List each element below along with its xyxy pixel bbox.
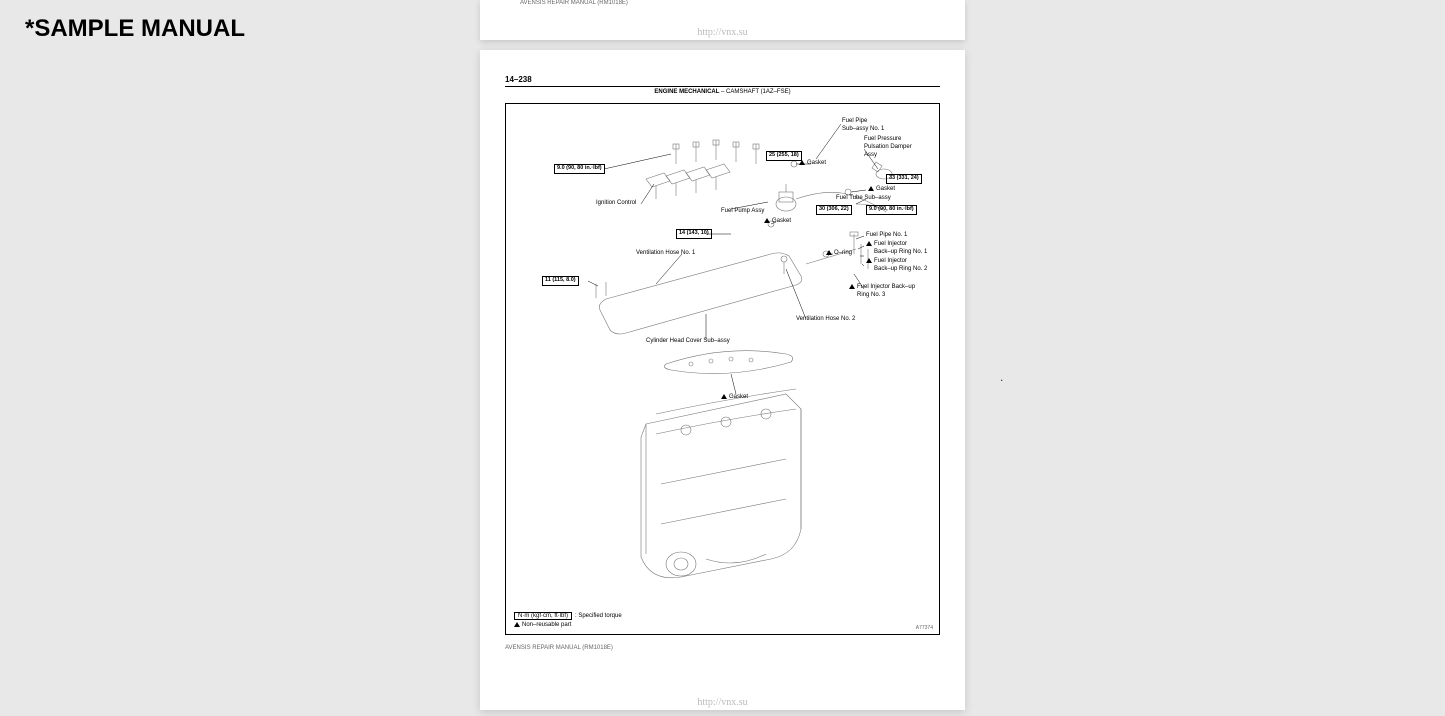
triangle-icon xyxy=(799,160,805,165)
legend-torque-box: N·m (kgf·cm, ft·lbf) xyxy=(514,612,572,620)
triangle-icon xyxy=(764,218,770,223)
prev-footer-text: AVENSIS REPAIR MANUAL (RM1018E) xyxy=(520,0,628,6)
torque-box-5: 9.0 (90, 80 in.·lbf) xyxy=(866,205,917,215)
page-number: 14–238 xyxy=(505,75,940,84)
label-backup-ring-3b: Ring No. 3 xyxy=(857,292,885,298)
torque-box-6: 14 (143, 10) xyxy=(676,229,712,239)
manual-page: 14–238 ENGINE MECHANICAL – CAMSHAFT (1AZ… xyxy=(480,50,965,710)
legend-torque-label: : Specified torque xyxy=(575,613,622,619)
torque-box-1: 9.0 (90, 80 in.·lbf) xyxy=(554,164,605,174)
label-fuel-pipe-2: Sub–assy No. 1 xyxy=(842,126,884,132)
torque-box-2: 25 (255, 18) xyxy=(766,151,802,161)
label-fuel-tube: Fuel Tube Sub–assy xyxy=(836,195,891,201)
legend: N·m (kgf·cm, ft·lbf): Specified torque N… xyxy=(514,612,622,628)
torque-box-4: 30 (306, 22) xyxy=(816,205,852,215)
label-vent-hose-1: Ventilation Hose No. 1 xyxy=(636,250,695,256)
triangle-icon xyxy=(866,258,872,263)
label-fuel-pressure: Fuel Pressure xyxy=(864,136,901,142)
label-ignition-control: Ignition Control xyxy=(596,200,636,206)
page-footer: AVENSIS REPAIR MANUAL (RM1018E) xyxy=(505,645,940,651)
label-backup-ring-3a: Fuel Injector Back–up xyxy=(849,284,915,290)
previous-page-slice: AVENSIS REPAIR MANUAL (RM1018E) http://v… xyxy=(480,0,965,40)
label-pulsation-damper: Pulsation Damper xyxy=(864,144,912,150)
header-rule xyxy=(505,86,940,87)
triangle-icon xyxy=(866,241,872,246)
diagram-svg xyxy=(506,104,940,634)
triangle-icon xyxy=(514,622,520,627)
section-main: ENGINE MECHANICAL xyxy=(654,89,719,95)
label-fuel-pipe: Fuel Pipe xyxy=(842,118,867,124)
label-gasket-1: Gasket xyxy=(799,160,826,166)
label-assy: Assy xyxy=(864,152,877,158)
section-title: ENGINE MECHANICAL – CAMSHAFT (1AZ–FSE) xyxy=(505,89,940,95)
label-oring: O–ring xyxy=(826,250,852,256)
torque-box-7: 11 (115, 8.0) xyxy=(542,276,579,286)
label-fuel-pump: Fuel Pump Assy xyxy=(721,208,764,214)
triangle-icon xyxy=(721,394,727,399)
watermark-text: http://vnx.su xyxy=(697,27,747,38)
torque-box-3: 33 (331, 24) xyxy=(886,174,922,184)
stray-dot: . xyxy=(1000,370,1003,384)
legend-torque-row: N·m (kgf·cm, ft·lbf): Specified torque xyxy=(514,612,622,620)
label-backup-ring-2: Back–up Ring No. 2 xyxy=(874,266,927,272)
label-gasket-3: Gasket xyxy=(764,218,791,224)
section-sub: – CAMSHAFT (1AZ–FSE) xyxy=(721,89,791,95)
label-gasket-2: Gasket xyxy=(868,186,895,192)
page-watermark: http://vnx.su xyxy=(697,697,747,708)
label-cyl-head-cover: Cylinder Head Cover Sub–assy xyxy=(646,338,730,344)
triangle-icon xyxy=(868,186,874,191)
label-backup-ring-1: Back–up Ring No. 1 xyxy=(874,249,927,255)
label-fuel-injector-a: Fuel Injector xyxy=(866,241,907,247)
label-fuel-pipe-no1: Fuel Pipe No. 1 xyxy=(866,232,907,238)
label-vent-hose-2: Ventilation Hose No. 2 xyxy=(796,316,855,322)
diagram-frame: 9.0 (90, 80 in.·lbf) 25 (255, 18) 33 (33… xyxy=(505,103,940,635)
triangle-icon xyxy=(849,284,855,289)
label-fuel-injector-b: Fuel Injector xyxy=(866,258,907,264)
label-gasket-4: Gasket xyxy=(721,394,748,400)
legend-nonreusable-row: Non–reusable part xyxy=(514,622,622,628)
figure-id: A77374 xyxy=(916,625,933,631)
legend-nonreusable: Non–reusable part xyxy=(522,622,571,628)
sample-manual-label: *SAMPLE MANUAL xyxy=(25,15,245,43)
triangle-icon xyxy=(826,250,832,255)
